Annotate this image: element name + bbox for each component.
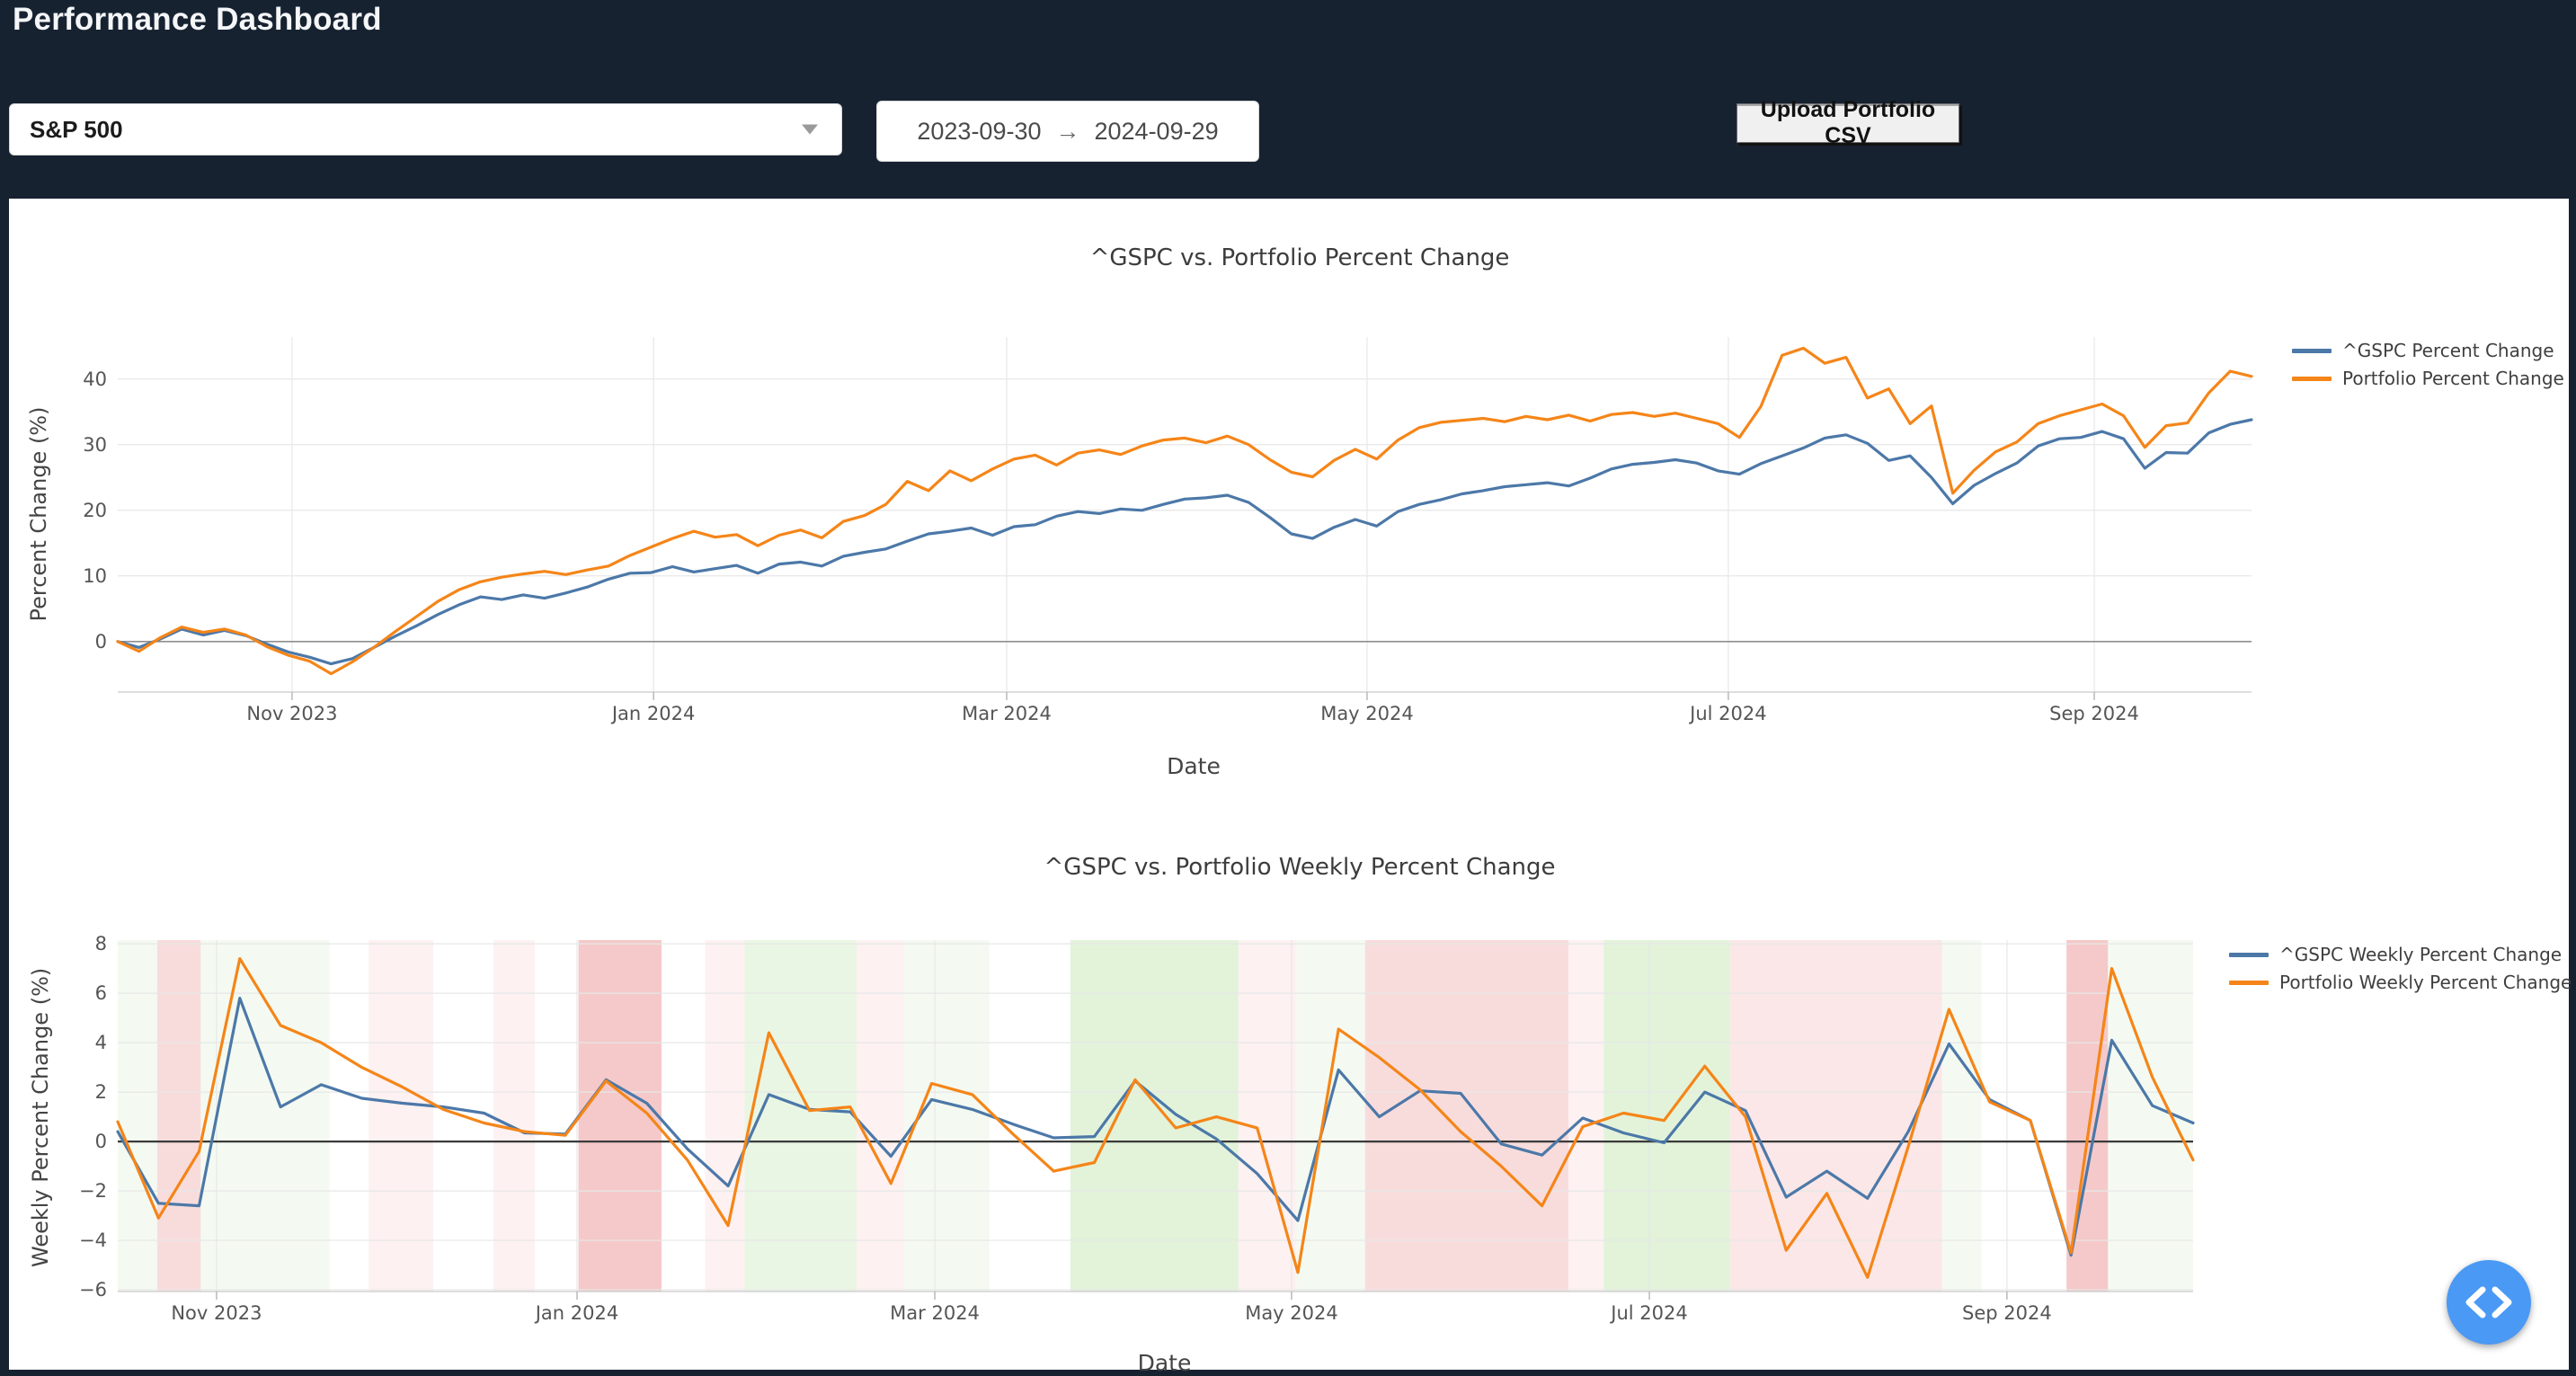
upload-portfolio-csv-button[interactable]: Upload Portfolio CSV <box>1737 97 1959 148</box>
y-tick-label: 30 <box>83 433 107 456</box>
legend-item: Portfolio Percent Change <box>2292 368 2564 389</box>
y-tick-label: −6 <box>79 1279 107 1301</box>
legend-item: ^GSPC Weekly Percent Change <box>2229 944 2572 965</box>
x-tick-label: May 2024 <box>1320 703 1414 724</box>
chart2-plot-area[interactable]: −6 −4 −2 0 2 4 6 8 Nov 2023 Jan 2024 Mar 2024 May … <box>79 933 2195 1324</box>
y-tick-label: 2 <box>94 1081 107 1104</box>
y-tick-label: 10 <box>83 564 107 587</box>
legend-label: Portfolio Weekly Percent Change <box>2279 972 2572 993</box>
portfolio-weekly-line-swatch <box>2229 980 2269 985</box>
x-tick-label: Jan 2024 <box>535 1302 619 1324</box>
chart1-canvas <box>116 337 2253 700</box>
x-tick-label: Nov 2023 <box>171 1302 262 1324</box>
x-tick-label: Sep 2024 <box>1962 1302 2052 1324</box>
date-range-input[interactable]: 2023-09-30 → 2024-09-29 <box>876 101 1259 162</box>
chart2-canvas <box>116 940 2195 1300</box>
chart1-title: ^GSPC vs. Portfolio Percent Change <box>1089 244 1510 271</box>
portfolio-line-swatch <box>2292 376 2332 381</box>
legend-label: Portfolio Percent Change <box>2342 368 2564 389</box>
y-tick-label: 8 <box>94 933 107 955</box>
y-tick-label: 6 <box>94 982 107 1005</box>
chart1-plot-area[interactable]: 0 10 20 30 40 Nov 2023 Jan 2024 Mar 2024 May 20… <box>83 337 2253 724</box>
index-select-value: S&P 500 <box>30 115 123 143</box>
x-tick-label: Nov 2023 <box>246 703 338 724</box>
y-tick-label: 0 <box>94 630 107 652</box>
chart2-legend: ^GSPC Weekly Percent Change Portfolio We… <box>2229 944 2572 993</box>
gspc-weekly-line-swatch <box>2229 952 2269 957</box>
index-select[interactable]: S&P 500 <box>9 103 842 155</box>
open-close-chevrons-icon <box>2465 1286 2512 1318</box>
x-tick-label: Jan 2024 <box>611 703 696 724</box>
x-tick-label: Jul 2024 <box>1611 1302 1688 1324</box>
chart2-y-axis-label: Weekly Percent Change (%) <box>28 967 53 1267</box>
date-range-end[interactable]: 2024-09-29 <box>1094 117 1219 145</box>
x-tick-label: May 2024 <box>1245 1302 1338 1324</box>
arrow-right-icon: → <box>1055 117 1080 145</box>
caret-down-icon <box>802 124 818 135</box>
y-tick-label: −4 <box>79 1230 107 1252</box>
panel-toggle-button[interactable] <box>2447 1260 2531 1345</box>
y-tick-label: 40 <box>83 368 107 390</box>
legend-label: ^GSPC Percent Change <box>2342 340 2554 361</box>
dashboard-panel: ^GSPC vs. Portfolio Percent Change Perce… <box>9 199 2572 1376</box>
gspc-line-swatch <box>2292 348 2332 353</box>
chart1-legend: ^GSPC Percent Change Portfolio Percent C… <box>2292 340 2564 389</box>
chart1-x-axis-label: Date <box>1167 753 1221 779</box>
date-range-start[interactable]: 2023-09-30 <box>917 117 1042 145</box>
y-tick-label: 4 <box>94 1032 107 1054</box>
y-tick-label: 0 <box>94 1131 107 1153</box>
legend-label: ^GSPC Weekly Percent Change <box>2279 944 2563 965</box>
legend-item: ^GSPC Percent Change <box>2292 340 2564 361</box>
chart2-title: ^GSPC vs. Portfolio Weekly Percent Chang… <box>1044 854 1556 881</box>
chart2-x-axis-label: Date <box>1137 1350 1192 1376</box>
y-tick-label: −2 <box>79 1180 107 1203</box>
x-tick-label: Mar 2024 <box>962 703 1052 724</box>
legend-item: Portfolio Weekly Percent Change <box>2229 972 2572 993</box>
x-tick-label: Sep 2024 <box>2049 703 2139 724</box>
y-tick-label: 20 <box>83 499 107 521</box>
page-title: Performance Dashboard <box>13 2 382 37</box>
chart1-y-axis-label: Percent Change (%) <box>26 406 51 622</box>
x-tick-label: Jul 2024 <box>1690 703 1767 724</box>
x-tick-label: Mar 2024 <box>890 1302 980 1324</box>
